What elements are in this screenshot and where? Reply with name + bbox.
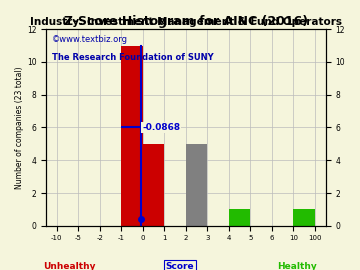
Text: Industry: Investment Management & Fund Operators: Industry: Investment Management & Fund O… xyxy=(30,17,342,27)
Text: ©www.textbiz.org: ©www.textbiz.org xyxy=(52,35,128,44)
Text: The Research Foundation of SUNY: The Research Foundation of SUNY xyxy=(52,53,213,62)
Text: Healthy: Healthy xyxy=(277,262,317,270)
Text: Score: Score xyxy=(166,262,194,270)
Bar xyxy=(121,46,143,226)
Bar xyxy=(143,144,165,226)
Title: Z-Score Histogram for AINC (2016): Z-Score Histogram for AINC (2016) xyxy=(64,15,308,28)
Bar xyxy=(293,210,315,226)
Y-axis label: Number of companies (23 total): Number of companies (23 total) xyxy=(15,66,24,189)
Bar xyxy=(186,144,207,226)
Bar xyxy=(229,210,251,226)
Text: -0.0868: -0.0868 xyxy=(142,123,180,132)
Text: Unhealthy: Unhealthy xyxy=(43,262,96,270)
